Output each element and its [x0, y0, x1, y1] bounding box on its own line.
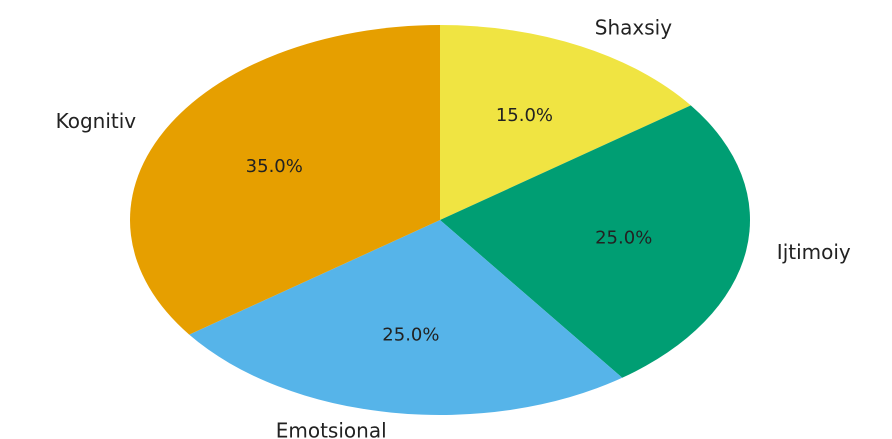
pie-slice — [440, 105, 750, 378]
value-label: 25.0% — [382, 325, 439, 346]
slice-label: Ijtimoiy — [777, 240, 851, 264]
value-label: 35.0% — [246, 156, 303, 177]
slice-label: Emotsional — [276, 418, 387, 439]
pie-slice — [189, 220, 623, 415]
pie-slice — [129, 25, 440, 335]
pie-slice — [440, 25, 691, 220]
value-label: 25.0% — [595, 227, 652, 248]
value-label: 15.0% — [496, 105, 553, 126]
slice-label: Kognitiv — [56, 109, 137, 133]
slice-label: Shaxsiy — [595, 15, 672, 39]
